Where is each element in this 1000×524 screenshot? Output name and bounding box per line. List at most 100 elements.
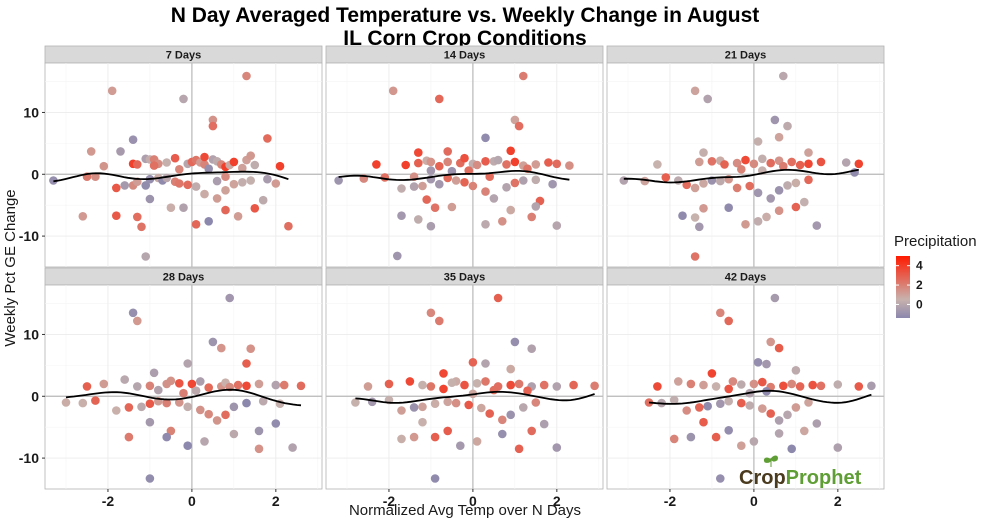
data-point — [481, 187, 490, 196]
data-point — [481, 377, 490, 386]
data-point — [728, 377, 738, 386]
data-point — [388, 86, 398, 96]
data-point — [732, 158, 742, 168]
data-point — [191, 220, 201, 229]
data-point — [464, 400, 474, 410]
data-point — [661, 173, 671, 182]
facet-panel: 14 Days — [325, 45, 604, 268]
facet-panel: 7 Days -10 0 10 — [19, 45, 323, 268]
data-point — [753, 358, 763, 367]
data-point — [695, 403, 704, 412]
data-point — [531, 202, 541, 211]
data-point — [401, 160, 411, 170]
data-point — [514, 444, 524, 454]
data-point — [506, 410, 515, 420]
data-point — [145, 381, 155, 391]
data-point — [724, 316, 733, 326]
data-point — [783, 121, 792, 131]
data-point — [409, 432, 419, 442]
data-point — [296, 381, 306, 391]
data-point — [204, 217, 213, 226]
data-point — [787, 157, 796, 167]
data-point — [514, 121, 524, 131]
data-point — [426, 157, 436, 167]
data-point — [162, 398, 171, 408]
data-point — [460, 153, 469, 163]
legend-title: Precipitation — [894, 233, 977, 250]
data-point — [690, 183, 700, 193]
data-point — [699, 179, 708, 188]
facet-strip-label: 21 Days — [725, 50, 767, 62]
smooth-trend-line — [623, 168, 859, 184]
data-point — [439, 369, 448, 378]
data-point — [758, 377, 767, 387]
data-point — [78, 212, 88, 221]
data-point — [468, 181, 478, 191]
data-point — [699, 204, 708, 213]
data-point — [133, 212, 142, 222]
data-point — [678, 211, 687, 220]
x-tick-label: -2 — [383, 493, 396, 509]
data-point — [531, 175, 541, 185]
data-point — [749, 159, 759, 169]
data-point — [426, 166, 436, 175]
data-point — [112, 406, 121, 415]
data-point — [552, 159, 562, 169]
data-point — [250, 160, 260, 170]
data-point — [527, 212, 536, 222]
data-point — [254, 379, 264, 389]
data-point — [435, 316, 444, 326]
data-point — [204, 164, 213, 173]
data-point — [242, 71, 251, 81]
data-point — [137, 222, 146, 232]
data-point — [762, 212, 771, 222]
y-tick-label: 0 — [31, 388, 39, 404]
data-point — [200, 437, 209, 446]
data-point — [544, 158, 553, 167]
smooth-trend-line — [53, 170, 289, 183]
data-point — [351, 398, 360, 407]
data-point — [800, 197, 809, 207]
data-point — [128, 135, 138, 144]
data-point — [816, 157, 826, 167]
data-point — [506, 380, 515, 390]
data-point — [472, 437, 482, 446]
data-point — [430, 203, 440, 212]
data-point — [690, 252, 700, 261]
data-point — [502, 183, 511, 192]
data-point — [669, 395, 679, 405]
data-point — [711, 432, 721, 442]
data-point — [695, 222, 704, 232]
data-point — [430, 474, 440, 483]
facet-panel: 21 Days — [606, 45, 885, 268]
facet-strip-label: 14 Days — [444, 50, 486, 62]
data-point — [124, 403, 134, 412]
data-point — [690, 213, 700, 222]
smooth-trend-line — [65, 388, 302, 407]
data-point — [447, 378, 457, 388]
data-point — [699, 380, 708, 390]
data-point — [271, 380, 281, 390]
facet-strip-label: 42 Days — [725, 272, 767, 284]
data-point — [477, 403, 486, 413]
data-point — [334, 176, 343, 185]
data-point — [120, 375, 129, 384]
data-point — [133, 160, 142, 169]
data-point — [145, 194, 155, 204]
data-point — [758, 404, 767, 413]
facet-panel: 35 Days -2 0 2 — [325, 267, 604, 509]
legend-tick-label: 0 — [916, 297, 923, 311]
data-point — [695, 157, 704, 167]
data-point — [674, 377, 683, 386]
data-point — [254, 444, 264, 454]
data-point — [531, 160, 541, 169]
data-point — [481, 359, 490, 368]
data-point — [128, 308, 138, 318]
data-point — [61, 398, 71, 407]
data-point — [221, 205, 230, 215]
data-point — [724, 203, 733, 212]
data-point — [141, 181, 150, 190]
data-point — [435, 179, 444, 189]
data-point — [191, 386, 201, 396]
data-point — [753, 188, 763, 198]
